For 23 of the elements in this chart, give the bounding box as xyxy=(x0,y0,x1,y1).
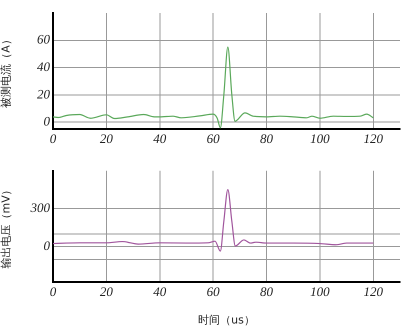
x-tick-label: 80 xyxy=(260,131,274,146)
y-tick-label: 0 xyxy=(44,114,50,129)
y-axis-title: 被测电流（A） xyxy=(0,34,12,108)
y-axis-title: 输出电压（mV） xyxy=(0,184,12,269)
x-tick-label: 100 xyxy=(310,284,330,300)
x-axis-title: 时间（us） xyxy=(198,313,255,326)
line-series xyxy=(53,46,374,128)
y-tick-label: 40 xyxy=(37,59,50,74)
x-tick-label: 120 xyxy=(364,284,384,300)
x-tick-label: 20 xyxy=(100,131,114,146)
x-tick-label: 80 xyxy=(260,284,274,300)
x-tick-label: 120 xyxy=(364,131,384,146)
y-tick-label: 20 xyxy=(37,86,50,102)
y-tick-label: 60 xyxy=(37,32,50,47)
y-tick-label: 0 xyxy=(44,238,50,254)
x-tick-label: 20 xyxy=(100,284,114,300)
x-tick-label: 60 xyxy=(206,284,220,300)
line-series xyxy=(53,189,374,252)
x-tick-label: 40 xyxy=(153,131,167,146)
x-tick-label: 100 xyxy=(310,131,330,146)
x-tick-label: 40 xyxy=(153,284,167,300)
x-tick-label: 60 xyxy=(206,131,220,146)
y-tick-label: 300 xyxy=(30,200,50,216)
